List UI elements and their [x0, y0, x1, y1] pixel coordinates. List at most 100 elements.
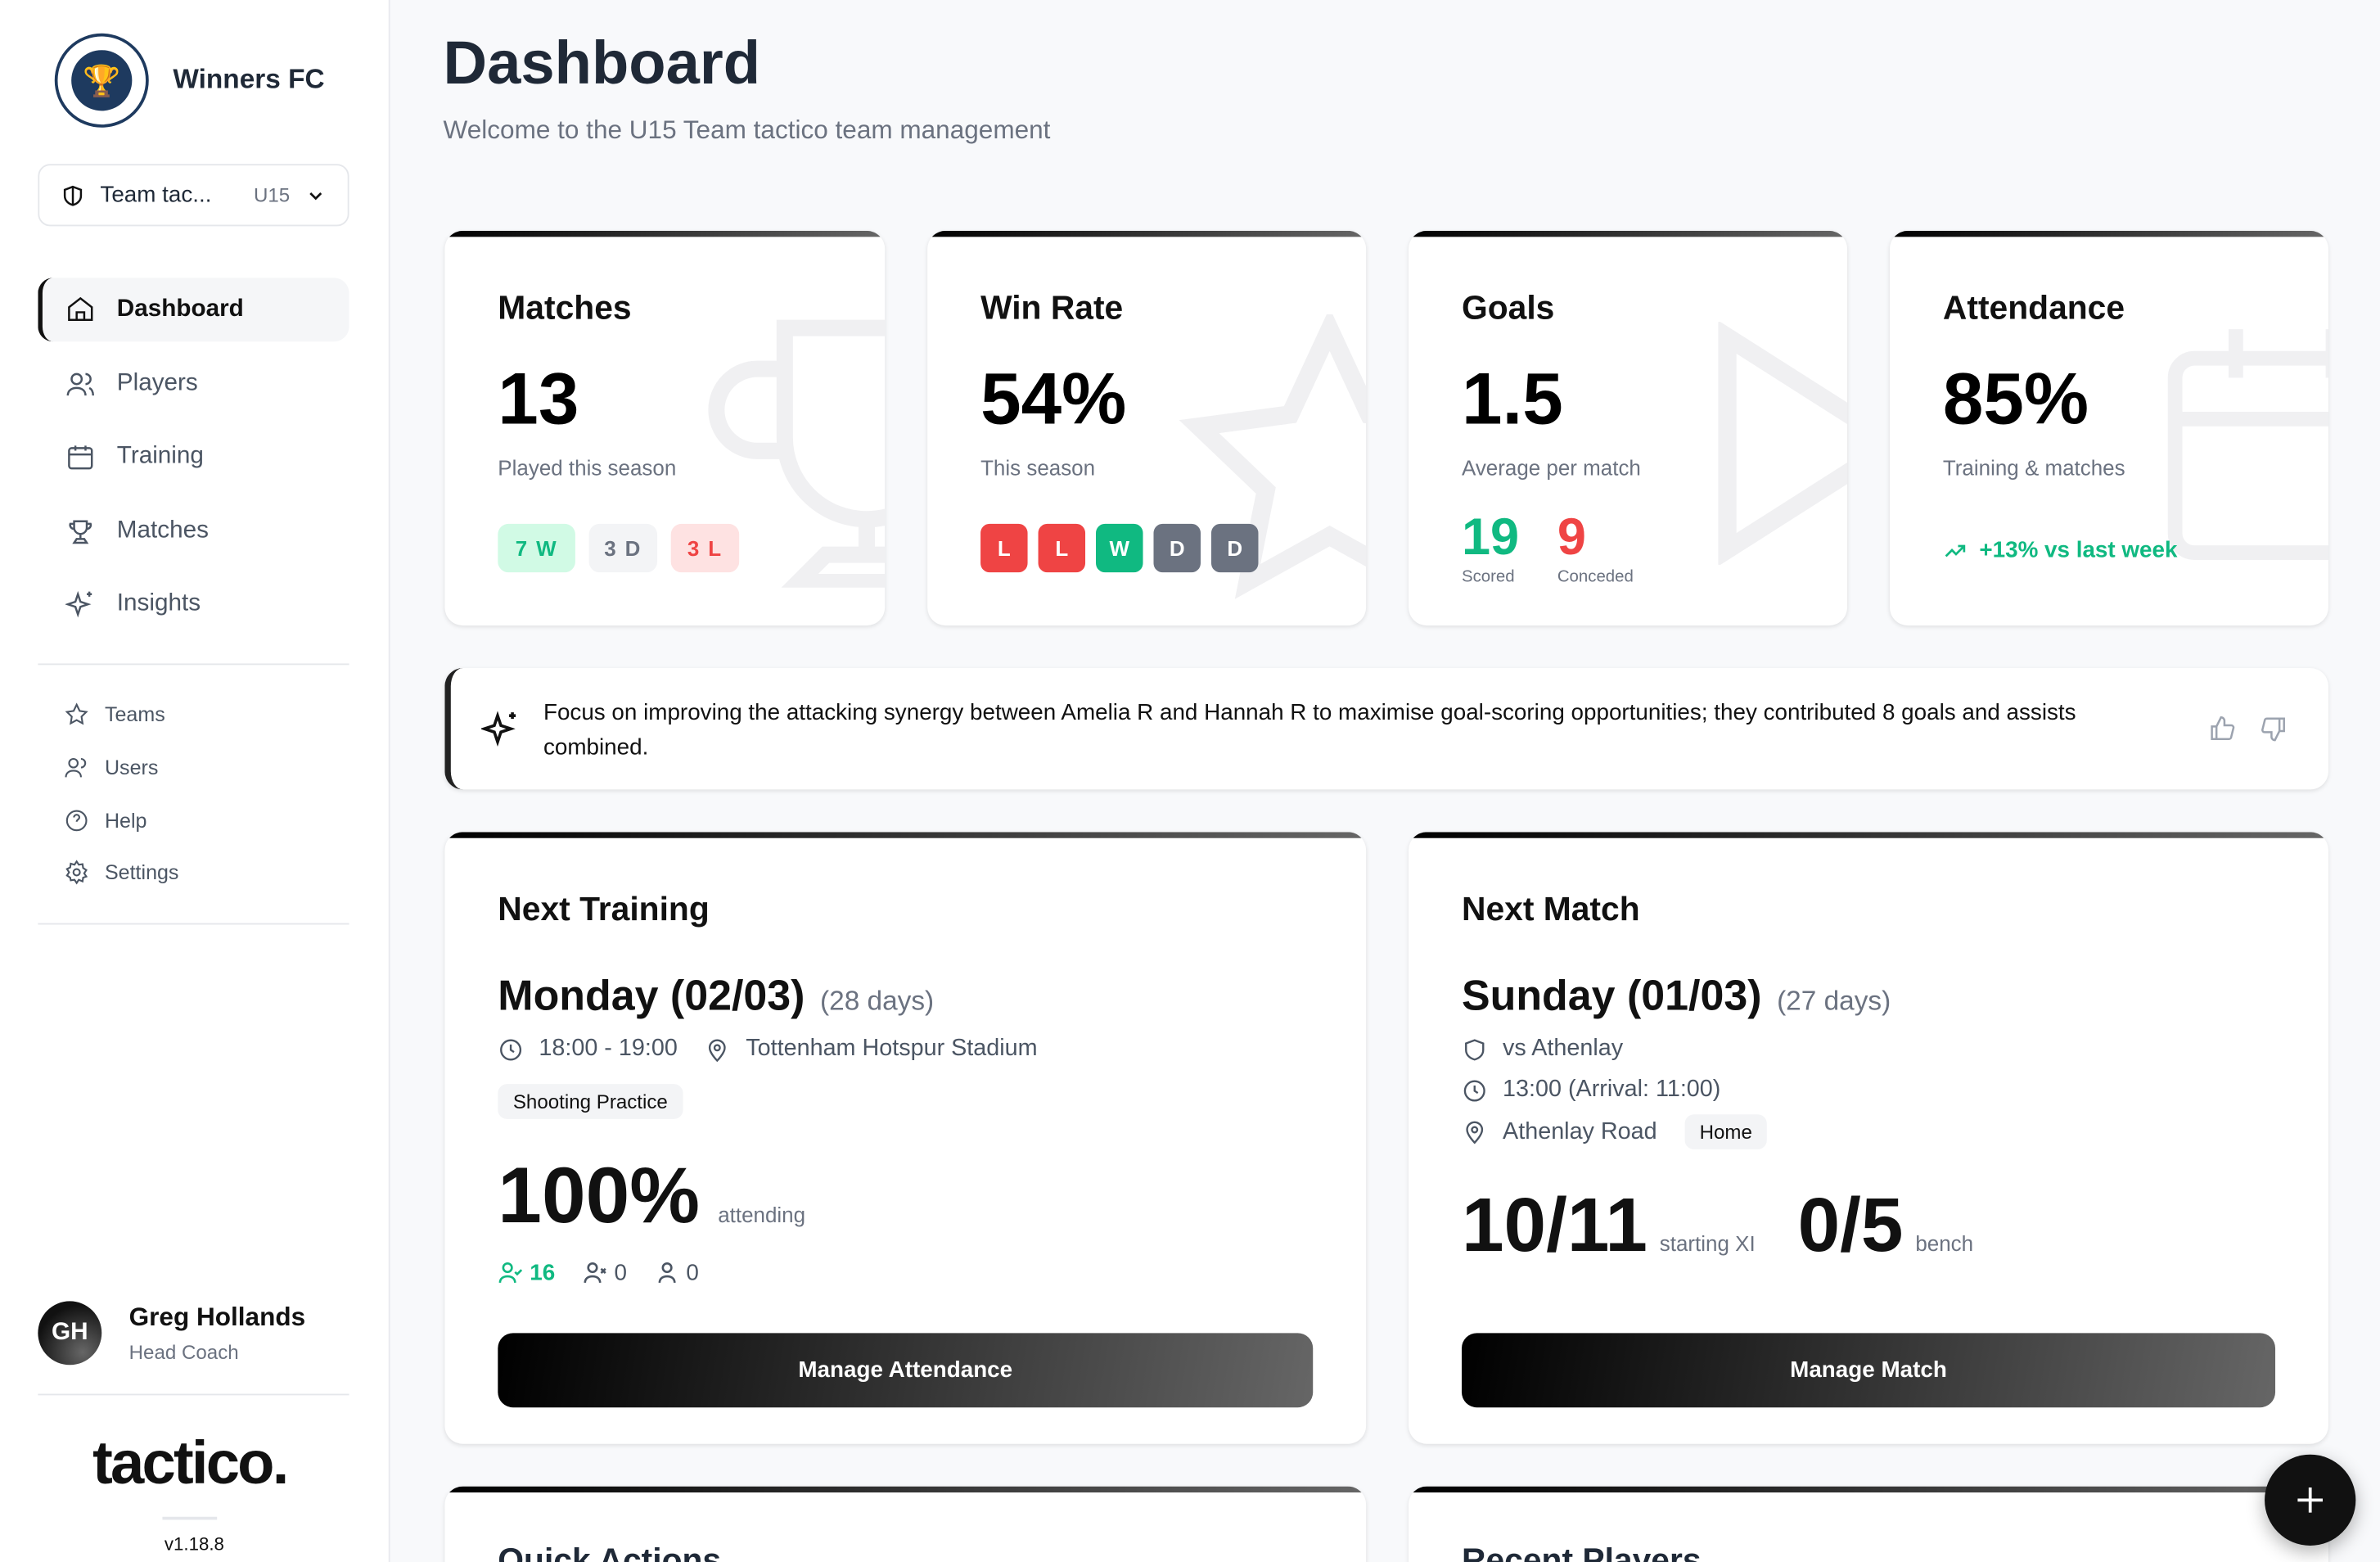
clock-icon — [1463, 1079, 1485, 1101]
users-icon — [66, 372, 94, 396]
nav-label: Players — [116, 370, 198, 397]
clock-icon — [500, 1038, 522, 1060]
card-title: Next Training — [498, 889, 710, 928]
thumbs-down-icon[interactable] — [2260, 716, 2287, 743]
card-value: 54% — [980, 359, 1127, 440]
thumbs-up-icon[interactable] — [2208, 716, 2235, 743]
shield-icon — [1465, 1038, 1485, 1060]
card-caption: Played this season — [498, 455, 677, 481]
goals-conceded: 9 — [1557, 508, 1586, 567]
card-value: 1.5 — [1461, 359, 1563, 440]
nav-users[interactable]: Users — [64, 748, 158, 785]
training-location: Tottenham Hotspur Stadium — [746, 1035, 1038, 1062]
map-pin-icon — [709, 1038, 727, 1062]
nav-label: Training — [116, 443, 204, 470]
calendar-icon — [2167, 329, 2328, 560]
club-name: Winners FC — [173, 63, 325, 94]
help-circle-icon — [65, 809, 88, 831]
nav-matches[interactable]: Matches — [38, 499, 349, 563]
nav-insights[interactable]: Insights — [38, 572, 349, 636]
card-title: Matches — [498, 288, 632, 327]
page-subtitle: Welcome to the U15 Team tactico team man… — [443, 115, 1051, 145]
nav-players[interactable]: Players — [38, 352, 349, 416]
attendance-card[interactable]: Attendance 85% Training & matches +13% v… — [1889, 230, 2328, 626]
attendance-label: attending — [718, 1202, 806, 1227]
unavailable-count: 0 — [583, 1260, 627, 1286]
chevron-down-icon — [309, 192, 322, 200]
draws-badge: 3 D — [588, 523, 658, 573]
card-title: Quick Actions — [498, 1541, 722, 1562]
gear-icon — [65, 859, 88, 884]
tactico-logo: tactico. — [92, 1430, 289, 1497]
conceded-label: Conceded — [1557, 567, 1634, 586]
wins-badge: 7 W — [498, 523, 575, 573]
nav-label: Users — [104, 755, 159, 779]
user-icon — [658, 1262, 676, 1284]
divider — [38, 663, 349, 666]
user-name: Greg Hollands — [128, 1302, 306, 1332]
sparkles-icon — [480, 711, 516, 747]
form-badge: L — [1038, 523, 1086, 573]
nav-dashboard[interactable]: Dashboard — [38, 278, 349, 342]
trophy-icon — [708, 319, 886, 588]
next-training-card: Next Training Monday (02/03) (28 days) 1… — [444, 832, 1367, 1444]
count: 16 — [530, 1260, 556, 1286]
nav-teams[interactable]: Teams — [64, 695, 165, 732]
team-selector[interactable]: Team tac... U15 — [38, 164, 349, 227]
card-caption: Average per match — [1461, 455, 1641, 481]
losses-badge: 3 L — [670, 523, 740, 573]
user-check-icon — [498, 1262, 523, 1284]
nav-label: Dashboard — [116, 296, 244, 323]
card-caption: Training & matches — [1942, 455, 2125, 481]
divider — [38, 1393, 349, 1396]
trophy-icon — [69, 520, 92, 544]
trending-up-icon — [1945, 544, 1966, 557]
form-badge: D — [1153, 523, 1201, 573]
attendance-trend: +13% vs last week — [1979, 537, 2178, 564]
goals-card[interactable]: Goals 1.5 Average per match 19 Scored 9 … — [1409, 230, 1848, 626]
nav-settings[interactable]: Settings — [64, 853, 179, 890]
page-title: Dashboard — [443, 30, 761, 97]
nav-label: Matches — [116, 517, 209, 544]
star-icon — [65, 702, 88, 725]
card-value: 85% — [1942, 359, 2089, 440]
next-match-card: Next Match Sunday (01/03) (27 days) vs A… — [1409, 832, 2328, 1444]
star-icon — [1179, 314, 1367, 599]
users-icon — [65, 757, 87, 777]
training-date: Monday (02/03) — [498, 971, 805, 1019]
nav-training[interactable]: Training — [38, 425, 349, 489]
matches-card[interactable]: Matches 13 Played this season 7 W 3 D 3 … — [444, 230, 886, 626]
training-type-tag: Shooting Practice — [498, 1084, 683, 1119]
recent-players-card: Recent Players — [1409, 1486, 2328, 1562]
plus-icon — [2297, 1488, 2324, 1513]
play-icon — [1718, 322, 1848, 565]
count: 0 — [614, 1260, 628, 1286]
starting-count: 10/11 — [1461, 1182, 1648, 1268]
avatar[interactable]: GH — [38, 1301, 102, 1366]
sidebar: 🏆 Winners FC Team tac... U15 Dashboard P… — [0, 0, 390, 1562]
calendar-icon — [68, 445, 93, 470]
venue-tag: Home — [1684, 1114, 1768, 1149]
add-fab-button[interactable] — [2265, 1454, 2356, 1546]
nav-help[interactable]: Help — [64, 801, 147, 838]
card-title: Attendance — [1942, 288, 2125, 327]
quick-actions-card: Quick Actions — [444, 1486, 1367, 1562]
divider — [38, 923, 349, 925]
manage-attendance-button[interactable]: Manage Attendance — [498, 1333, 1314, 1408]
shield-icon — [63, 184, 83, 205]
nav-label: Help — [104, 808, 147, 832]
club-logo: 🏆 — [54, 33, 149, 128]
team-age: U15 — [253, 183, 291, 207]
insight-text: Focus on improving the attacking synergy… — [543, 699, 2076, 761]
attendance-percent: 100% — [498, 1152, 700, 1241]
nav-label: Settings — [104, 860, 179, 883]
manage-match-button[interactable]: Manage Match — [1461, 1333, 2276, 1408]
starting-label: starting XI — [1659, 1231, 1756, 1256]
card-caption: This season — [980, 455, 1096, 481]
match-date: Sunday (01/03) — [1461, 971, 1762, 1019]
match-location: Athenlay Road — [1503, 1117, 1657, 1144]
scored-label: Scored — [1461, 567, 1515, 586]
count: 0 — [686, 1260, 699, 1286]
